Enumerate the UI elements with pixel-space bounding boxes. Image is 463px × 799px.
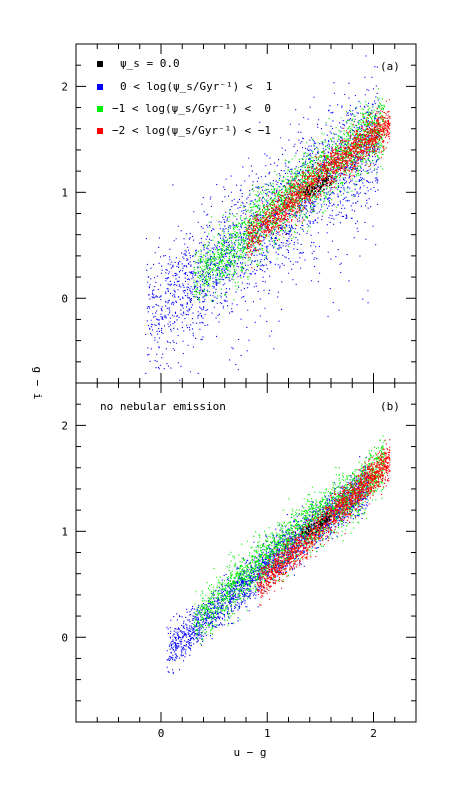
y-tick-label: 2	[61, 419, 68, 432]
legend-swatch-black	[97, 61, 103, 67]
panel-b-series-3-points	[301, 512, 332, 535]
panel-b-annotation: no nebular emission	[100, 400, 226, 413]
panel-b-series-1-points	[193, 435, 385, 645]
legend-swatch-green	[97, 106, 103, 112]
y-tick-label: 2	[61, 80, 68, 93]
x-tick-label: 0	[158, 727, 165, 740]
panel-b-series-2-points	[256, 439, 391, 606]
panel-a-label: (a)	[380, 60, 400, 73]
axis-tick-labels: 0 1 2 0 1 2 0 1 2	[61, 80, 376, 740]
y-tick-label: 0	[61, 631, 68, 644]
x-tick-label: 1	[264, 727, 271, 740]
x-tick-label: 2	[370, 727, 377, 740]
panel-a-series-3-points	[299, 171, 333, 201]
legend-entry-3: −2 < log(ψ_s/Gyr⁻¹) < −1	[112, 124, 271, 137]
panel-a-legend: ψ_s = 0.0 0 < log(ψ_s/Gyr⁻¹) < 1 −1 < lo…	[97, 57, 272, 137]
legend-swatch-red	[97, 128, 103, 134]
panel-a-scatter-points	[145, 55, 391, 381]
panel-a-series-2-points	[246, 99, 391, 269]
panel-b-scatter-points	[166, 435, 391, 674]
legend-entry-1: 0 < log(ψ_s/Gyr⁻¹) < 1	[120, 80, 272, 93]
y-axis-label: g − i	[31, 366, 44, 399]
y-tick-label: 0	[61, 292, 68, 305]
x-axis-label: u − g	[233, 746, 266, 759]
y-tick-label: 1	[61, 525, 68, 538]
legend-swatch-blue	[97, 84, 103, 90]
panel-a-series-1-points	[193, 88, 386, 303]
y-tick-label: 1	[61, 186, 68, 199]
legend-entry-2: −1 < log(ψ_s/Gyr⁻¹) < 0	[112, 102, 271, 115]
panel-b-label: (b)	[380, 400, 400, 413]
panel-b-frame	[75, 382, 417, 723]
axis-ticks	[75, 43, 417, 723]
legend-entry-0: ψ_s = 0.0	[120, 57, 180, 70]
